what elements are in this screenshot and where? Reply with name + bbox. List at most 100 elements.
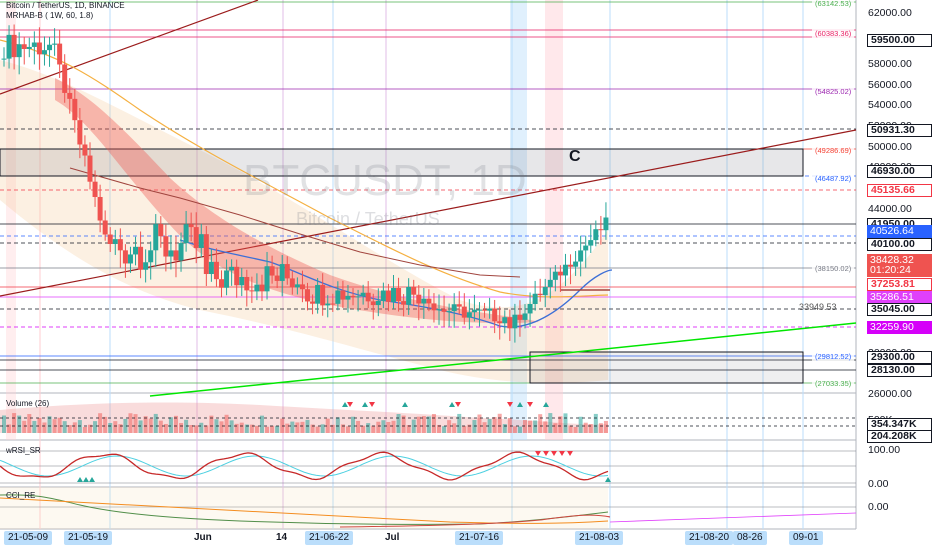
candle-body — [436, 309, 442, 311]
rsi-pane-title: wRSI_SR — [6, 446, 41, 455]
candle-body — [1, 58, 7, 60]
candle — [244, 269, 250, 307]
volume-bar — [487, 418, 492, 433]
candle-body — [102, 220, 108, 235]
candle — [158, 216, 164, 248]
volume-bar — [447, 420, 452, 433]
volume-bar — [82, 426, 87, 433]
candle-body — [203, 234, 209, 275]
candle-body — [512, 314, 518, 329]
candle — [224, 259, 230, 296]
candle — [396, 277, 402, 312]
volume-bar — [416, 416, 421, 433]
price-label: 35045.00 — [867, 303, 932, 316]
price-label: (60383.36) — [812, 29, 855, 38]
candle — [229, 259, 235, 286]
candle-body — [350, 295, 356, 298]
candle — [122, 244, 128, 278]
candle — [168, 235, 174, 270]
candle — [451, 293, 457, 328]
candle — [547, 267, 553, 299]
candle-body — [537, 293, 543, 296]
candle-body — [588, 240, 594, 246]
volume-bar — [568, 425, 573, 433]
candle-body — [62, 64, 68, 93]
candle-body — [497, 321, 503, 324]
candle-body — [557, 271, 563, 276]
candle — [517, 300, 523, 337]
volume-bar — [295, 422, 300, 433]
time-axis-label: 21-07-16 — [455, 531, 504, 545]
candle — [588, 224, 594, 253]
candle — [380, 282, 386, 309]
candle — [416, 285, 422, 321]
volume-bar — [128, 413, 133, 433]
candle-body — [456, 304, 462, 307]
candle — [350, 288, 356, 306]
candle-body — [355, 296, 361, 298]
price-label: 59500.00 — [867, 34, 932, 47]
candle-body — [224, 270, 230, 288]
volume-bar — [543, 421, 548, 433]
candle-body — [476, 309, 482, 311]
candle-body — [380, 290, 386, 301]
candle — [6, 25, 12, 69]
volume-bar — [173, 415, 178, 433]
candle — [21, 36, 27, 65]
candle — [16, 32, 22, 75]
price-label: 40526.64 — [867, 225, 932, 238]
candle — [365, 281, 371, 309]
candle — [527, 292, 533, 327]
candle-body — [274, 275, 280, 281]
candle — [219, 270, 225, 298]
candle-body — [279, 264, 285, 281]
volume-bar — [77, 420, 82, 433]
candle — [234, 259, 240, 298]
candle — [117, 228, 123, 268]
candle — [289, 270, 295, 295]
volume-bar — [533, 420, 538, 433]
candle — [82, 135, 88, 167]
time-highlight-zone — [545, 0, 563, 440]
volume-bar — [431, 414, 436, 433]
time-highlight-zone — [6, 0, 16, 440]
candle-body — [502, 317, 508, 324]
candle — [325, 295, 331, 318]
candle-body — [294, 284, 300, 288]
candle-body — [562, 264, 568, 276]
price-axis-tick: 62000.00 — [868, 7, 912, 19]
volume-bar — [209, 415, 214, 433]
candle-body — [471, 309, 477, 313]
candle-body — [360, 292, 366, 297]
moving-average-line — [0, 39, 609, 298]
volume-bar — [118, 424, 123, 433]
price-label: 01:20:24 — [867, 264, 932, 277]
candle — [482, 302, 488, 318]
symbol-watermark: BTCUSDT, 1D — [243, 156, 527, 205]
volume-bar — [285, 423, 290, 433]
candle — [471, 294, 477, 322]
candle-body — [229, 266, 235, 271]
buy-signal-icon — [449, 402, 455, 407]
price-axis-tick: 26000.00 — [868, 388, 912, 400]
volume-bar — [497, 413, 502, 433]
candle-body — [153, 224, 159, 251]
price-label: (63142.53) — [812, 0, 855, 8]
candle — [406, 278, 412, 315]
trendline-upper — [0, 0, 259, 95]
buy-signal-icon — [77, 477, 83, 482]
candle-body — [284, 264, 290, 279]
time-axis-label: 21-05-19 — [64, 531, 113, 545]
cci-axis-tick: 0.00 — [868, 501, 889, 513]
candle-body — [158, 224, 164, 237]
volume-bar — [158, 420, 163, 433]
volume-bar — [563, 413, 568, 433]
step-line — [69, 167, 521, 278]
buy-signal-icon — [89, 477, 95, 482]
candle — [178, 232, 184, 272]
candle-body — [578, 250, 584, 262]
volume-bar — [93, 421, 98, 433]
rsi-axis-tick: 0.00 — [868, 478, 889, 490]
